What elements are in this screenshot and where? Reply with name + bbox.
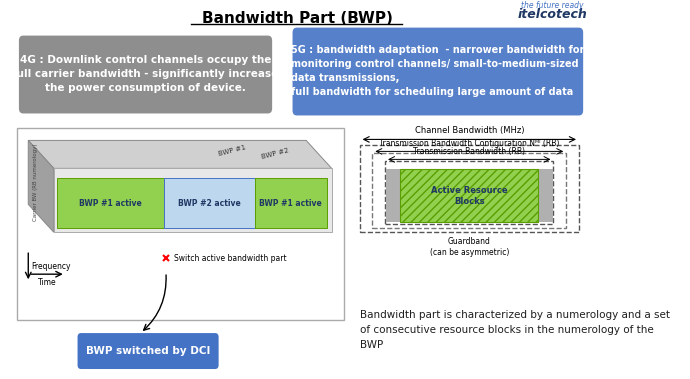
Polygon shape <box>164 179 255 228</box>
Text: Bandwidth Part (BWP): Bandwidth Part (BWP) <box>202 11 393 26</box>
Polygon shape <box>54 168 332 232</box>
Text: Carrier BW (RB numerology): Carrier BW (RB numerology) <box>32 144 37 221</box>
Text: Time: Time <box>38 278 57 287</box>
Text: BWP #2: BWP #2 <box>260 147 289 160</box>
Text: BWP #2 active: BWP #2 active <box>178 199 241 208</box>
FancyBboxPatch shape <box>19 36 272 113</box>
Text: 4G : Downlink control channels occupy the
full carrier bandwidth - significantly: 4G : Downlink control channels occupy th… <box>12 55 279 92</box>
Text: Transmission Bandwidth Configuration Nᴹᴵ (RB): Transmission Bandwidth Configuration Nᴹᴵ… <box>379 139 560 149</box>
Polygon shape <box>28 140 332 168</box>
Text: Frequency: Frequency <box>32 262 71 271</box>
Text: BWP switched by DCI: BWP switched by DCI <box>86 346 210 356</box>
FancyBboxPatch shape <box>17 128 344 320</box>
Text: Active Resource
Blocks: Active Resource Blocks <box>431 186 508 205</box>
FancyBboxPatch shape <box>77 333 219 369</box>
Text: Channel Bandwidth (MHz): Channel Bandwidth (MHz) <box>415 127 524 135</box>
Text: the future ready: the future ready <box>522 1 584 10</box>
Polygon shape <box>57 179 164 228</box>
FancyBboxPatch shape <box>538 169 553 222</box>
Polygon shape <box>28 140 54 232</box>
FancyBboxPatch shape <box>293 28 583 116</box>
Text: itelcotech: itelcotech <box>518 8 587 21</box>
Text: Transmission Bandwidth (RB): Transmission Bandwidth (RB) <box>413 147 525 157</box>
FancyBboxPatch shape <box>400 169 538 222</box>
Text: BWP #1 active: BWP #1 active <box>79 199 142 208</box>
Text: 5G : bandwidth adaptation  - narrower bandwidth for
monitoring control channels/: 5G : bandwidth adaptation - narrower ban… <box>291 44 584 97</box>
Text: BWP #1 active: BWP #1 active <box>259 199 322 208</box>
Polygon shape <box>255 179 327 228</box>
Text: Guardband
(can be asymmetric): Guardband (can be asymmetric) <box>430 237 509 257</box>
FancyBboxPatch shape <box>386 169 400 222</box>
Text: Switch active bandwidth part: Switch active bandwidth part <box>175 254 287 263</box>
Text: Bandwidth part is characterized by a numerology and a set
of consecutive resourc: Bandwidth part is characterized by a num… <box>359 310 670 350</box>
Text: BWP #1: BWP #1 <box>218 144 246 157</box>
